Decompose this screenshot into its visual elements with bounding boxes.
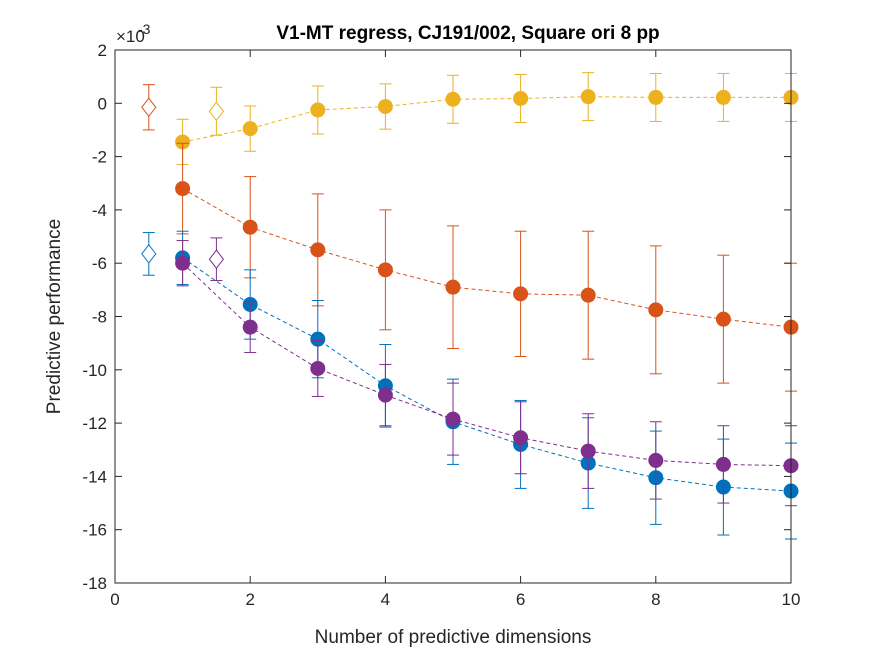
series-line bbox=[182, 262, 792, 467]
y-axis-label: Predictive performance bbox=[44, 219, 65, 414]
baseline-marker bbox=[208, 101, 225, 122]
x-tick-label: 6 bbox=[516, 590, 525, 609]
data-point bbox=[242, 219, 258, 235]
data-point bbox=[513, 91, 529, 107]
data-point bbox=[715, 456, 731, 472]
chart-title: V1-MT regress, CJ191/002, Square ori 8 p… bbox=[276, 23, 659, 44]
series-0 bbox=[175, 72, 799, 166]
y-tick-label: -18 bbox=[82, 574, 107, 593]
data-point bbox=[648, 302, 664, 318]
data-point bbox=[648, 89, 664, 105]
data-point bbox=[513, 430, 529, 446]
y-exponent-power: -3 bbox=[138, 21, 151, 37]
series-1 bbox=[141, 84, 799, 392]
data-point bbox=[310, 360, 326, 376]
data-point bbox=[513, 286, 529, 302]
y-tick-label: -2 bbox=[92, 148, 107, 167]
data-point bbox=[580, 89, 596, 105]
data-point bbox=[377, 387, 393, 403]
data-point bbox=[445, 91, 461, 107]
x-tick-label: 10 bbox=[782, 590, 801, 609]
y-tick-label: 2 bbox=[98, 41, 107, 60]
data-point bbox=[175, 255, 191, 271]
y-tick-label: -8 bbox=[92, 308, 107, 327]
data-point bbox=[377, 262, 393, 278]
y-tick-label: -16 bbox=[82, 521, 107, 540]
x-tick-label: 0 bbox=[110, 590, 119, 609]
baseline-marker bbox=[141, 244, 157, 264]
series-line bbox=[182, 96, 791, 143]
y-tick-label: -6 bbox=[92, 254, 107, 273]
data-point bbox=[242, 121, 258, 137]
data-point bbox=[715, 89, 731, 105]
data-point bbox=[445, 279, 461, 295]
y-exponent-base: ×10 bbox=[116, 27, 145, 46]
data-point bbox=[648, 452, 664, 468]
y-tick-label: -12 bbox=[82, 414, 107, 433]
axis-ticks: 0 2 4 6 8 10 2 0 -2 -4 -6 -8 -10 -12 -14 -16 -18 bbox=[82, 41, 800, 609]
x-axis-label: Number of predictive dimensions bbox=[315, 627, 592, 648]
x-tick-label: 2 bbox=[245, 590, 254, 609]
data-point bbox=[715, 311, 731, 327]
data-point bbox=[580, 443, 596, 459]
y-tick-label: 0 bbox=[98, 94, 107, 113]
data-point bbox=[310, 102, 326, 118]
data-point bbox=[242, 319, 258, 335]
series-3 bbox=[175, 237, 799, 507]
data-point bbox=[580, 287, 596, 303]
data-point bbox=[445, 411, 461, 427]
plot-area bbox=[141, 72, 799, 540]
baseline-marker bbox=[208, 249, 225, 270]
series-line bbox=[182, 257, 792, 492]
baseline-marker bbox=[141, 97, 157, 118]
data-point bbox=[175, 181, 191, 197]
y-tick-label: -4 bbox=[92, 201, 107, 220]
series-line bbox=[182, 188, 792, 328]
x-tick-label: 4 bbox=[381, 590, 390, 609]
x-tick-label: 8 bbox=[651, 590, 660, 609]
data-point bbox=[377, 98, 393, 114]
y-tick-label: -10 bbox=[82, 361, 107, 380]
y-tick-label: -14 bbox=[82, 467, 107, 486]
data-point bbox=[310, 242, 326, 258]
